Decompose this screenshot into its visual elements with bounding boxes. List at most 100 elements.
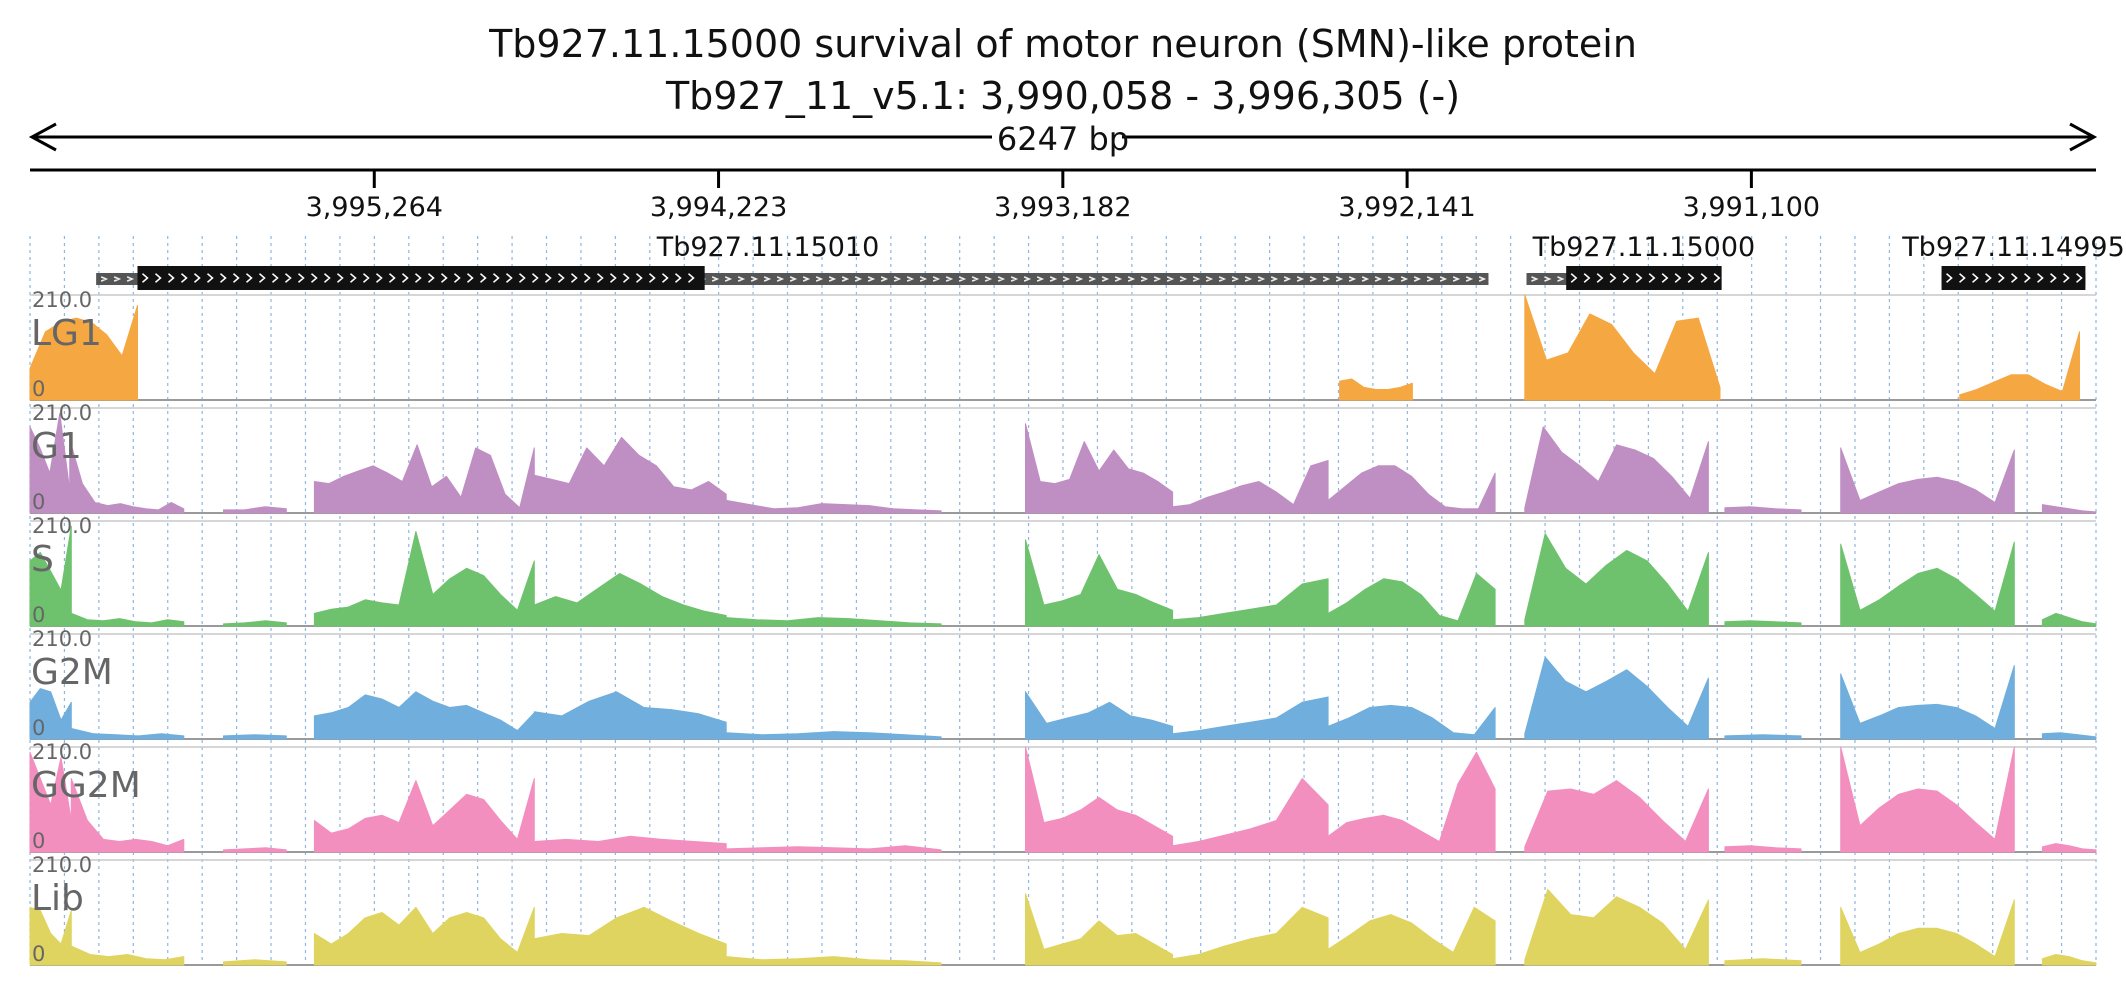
coverage-area xyxy=(1327,573,1496,627)
track-min-label: 0 xyxy=(32,829,45,853)
gene-title: Tb927.11.15000 survival of motor neuron … xyxy=(489,22,1637,66)
coverage-area xyxy=(1025,893,1174,966)
track-max-label: 210.0 xyxy=(32,401,92,425)
ruler-tick-label: 3,993,182 xyxy=(994,192,1131,223)
coverage-area xyxy=(725,845,942,853)
coverage-area xyxy=(1840,665,2015,740)
coverage-area xyxy=(313,444,535,514)
coverage-area xyxy=(1724,734,1802,740)
track-max-label: 210.0 xyxy=(32,740,92,764)
track-name: LG1 xyxy=(31,313,102,354)
coverage-area xyxy=(223,620,287,627)
track-lg1: 210.0 0 LG1 xyxy=(29,288,2096,401)
locus-coordinates: Tb927_11_v5.1: 3,990,058 - 3,996,305 (-) xyxy=(665,74,1461,118)
track-s: 210.0 0 S xyxy=(29,514,2097,627)
track-max-label: 210.0 xyxy=(32,514,92,538)
coverage-area xyxy=(1724,958,1802,966)
coverage-area xyxy=(533,906,727,966)
coverage-area xyxy=(223,959,287,966)
track-max-label: 210.0 xyxy=(32,853,92,877)
coverage-area xyxy=(725,499,942,514)
coverage-area xyxy=(223,734,287,740)
coverage-area xyxy=(69,439,185,514)
gene-cds xyxy=(1566,266,1722,290)
coverage-area xyxy=(1025,539,1174,627)
coverage-area xyxy=(725,956,942,966)
track-min-label: 0 xyxy=(32,716,45,740)
coverage-area xyxy=(1172,696,1329,740)
coverage-area xyxy=(533,691,727,740)
strand-chevrons xyxy=(1570,273,1721,283)
span-arrow-right xyxy=(2069,122,2098,152)
coverage-area xyxy=(313,691,535,740)
coverage-area xyxy=(1524,656,1709,740)
coverage-area xyxy=(2041,843,2097,853)
coverage-area xyxy=(2041,504,2097,514)
coverage-area xyxy=(1327,465,1496,514)
track-name: Lib xyxy=(31,878,84,919)
gene-label: Tb927.11.15000 xyxy=(1532,232,1756,263)
track-min-label: 0 xyxy=(32,603,45,627)
coverage-area xyxy=(1724,845,1802,853)
coverage-area xyxy=(2041,732,2097,740)
coverage-area xyxy=(1524,426,1709,514)
gene-label: Tb927.11.14995 xyxy=(1901,232,2125,263)
coverage-area xyxy=(1524,888,1709,966)
strand-chevrons xyxy=(1946,273,2083,283)
ruler-tick-label: 3,992,141 xyxy=(1338,192,1475,223)
coverage-area xyxy=(533,573,727,627)
coverage-area xyxy=(1025,746,1174,853)
coverage-area xyxy=(313,906,535,966)
coverage-area xyxy=(223,506,287,514)
coverage-area xyxy=(70,728,185,740)
coverage-area xyxy=(313,531,535,627)
coverage-area xyxy=(533,835,727,853)
coverage-area xyxy=(1840,746,2015,853)
coverage-area xyxy=(1840,541,2015,627)
coverage-area xyxy=(725,731,942,740)
coverage-area xyxy=(313,778,535,853)
track-g1: 210.0 0 G1 xyxy=(29,401,2097,514)
coverage-area xyxy=(70,778,185,853)
coverage-area xyxy=(1524,294,1721,401)
coverage-area xyxy=(2041,954,2097,966)
track-lib: 210.0 0 Lib xyxy=(29,853,2097,966)
coverage-area xyxy=(223,847,287,853)
track-g2m: 210.0 0 G2M xyxy=(29,627,2097,740)
coverage-area xyxy=(1327,751,1496,853)
coverage-area xyxy=(1327,906,1496,966)
coverage-area xyxy=(1172,778,1329,853)
coverage-area xyxy=(1724,506,1802,514)
track-max-label: 210.0 xyxy=(32,288,92,312)
strand-chevrons xyxy=(141,273,695,283)
coverage-area xyxy=(1724,620,1802,627)
coverage-area xyxy=(1025,423,1174,514)
track-name: S xyxy=(31,539,54,580)
ruler-tick-label: 3,995,264 xyxy=(306,192,443,223)
track-name: G1 xyxy=(31,426,82,467)
coverage-area xyxy=(1339,378,1413,401)
coverage-area xyxy=(1840,447,2015,514)
span-arrow-left xyxy=(28,122,57,152)
track-name: G2M xyxy=(31,652,113,693)
span-length-label: 6247 bp xyxy=(997,120,1129,158)
coverage-area xyxy=(29,305,138,401)
coverage-area xyxy=(1172,460,1329,514)
gene-label: Tb927.11.15010 xyxy=(656,232,880,263)
coverage-area xyxy=(533,436,727,514)
coverage-area xyxy=(1327,704,1496,740)
track-name: GG2M xyxy=(31,765,141,806)
track-gg2m: 210.0 0 GG2M xyxy=(29,740,2097,853)
track-max-label: 210.0 xyxy=(32,627,92,651)
coverage-area xyxy=(1959,331,2080,401)
coverage-area xyxy=(1025,691,1174,740)
coverage-area xyxy=(2041,612,2097,627)
coverage-area xyxy=(1840,899,2015,966)
track-min-label: 0 xyxy=(32,490,45,514)
coverage-area xyxy=(1524,780,1709,853)
gene-cds xyxy=(1941,266,2086,290)
coverage-area xyxy=(70,945,185,966)
track-min-label: 0 xyxy=(32,942,45,966)
